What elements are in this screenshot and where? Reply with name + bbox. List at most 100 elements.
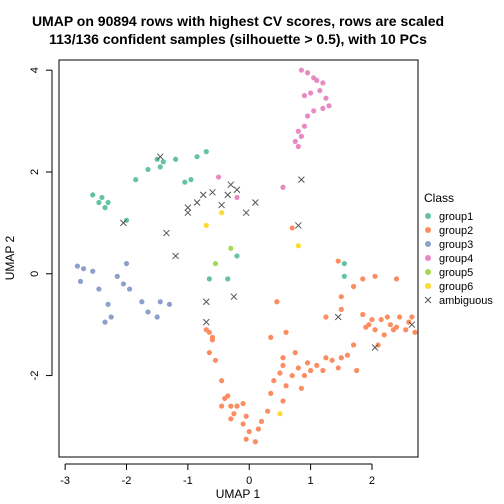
- point-group3: [90, 268, 96, 274]
- point-group2: [320, 367, 326, 374]
- x-tick-label: -1: [183, 475, 193, 487]
- point-group3: [74, 263, 81, 269]
- legend-item-ambiguous: ambiguous: [424, 295, 493, 307]
- point-group2: [243, 413, 249, 419]
- point-group2: [209, 337, 216, 343]
- point-ambiguous: [202, 318, 210, 326]
- x-tick-label: 0: [246, 475, 252, 487]
- point-group4: [301, 123, 308, 129]
- point-group1: [206, 276, 212, 282]
- point-group4: [311, 108, 317, 114]
- legend-marker: [425, 227, 431, 233]
- y-tick-label: -2: [29, 371, 41, 381]
- point-group2: [308, 367, 314, 374]
- point-group3: [154, 314, 160, 320]
- point-group2: [366, 322, 372, 328]
- point-group2: [372, 327, 378, 333]
- point-group4: [308, 90, 314, 96]
- point-group4: [215, 174, 222, 180]
- legend-marker: [425, 213, 431, 219]
- point-group2: [393, 276, 400, 282]
- point-ambiguous: [184, 204, 192, 211]
- point-group1: [102, 205, 108, 211]
- point-group2: [344, 352, 351, 358]
- point-ambiguous: [371, 344, 379, 351]
- point-group2: [280, 398, 286, 404]
- x-tick-label: 2: [369, 475, 375, 487]
- point-ambiguous: [156, 153, 164, 161]
- point-group2: [265, 408, 271, 414]
- point-ambiguous: [227, 181, 235, 189]
- point-group2: [396, 314, 403, 320]
- point-group4: [326, 103, 332, 109]
- legend-marker: [425, 269, 431, 275]
- point-ambiguous: [202, 298, 210, 306]
- point-ambiguous: [163, 229, 170, 237]
- point-ambiguous: [184, 209, 192, 217]
- point-group6: [219, 210, 225, 216]
- point-group6: [277, 411, 283, 417]
- point-group4: [320, 80, 326, 86]
- legend-label: group2: [439, 225, 473, 237]
- x-axis-label: UMAP 1: [216, 487, 261, 501]
- point-group2: [234, 403, 240, 409]
- point-group2: [268, 334, 274, 340]
- point-ambiguous: [218, 201, 225, 209]
- chart-title-line2: 113/136 confident samples (silhouette > …: [49, 31, 427, 47]
- point-group1: [145, 166, 151, 173]
- point-group2: [231, 411, 237, 417]
- legend-label: group1: [439, 211, 473, 223]
- plot-area-frame: [58, 59, 419, 458]
- x-tick-label: -2: [122, 475, 132, 487]
- legend: Class group1 group2 group3 group4 group5 grou…: [424, 191, 493, 307]
- point-group2: [228, 416, 234, 422]
- point-group2: [206, 350, 212, 356]
- point-group3: [96, 286, 102, 292]
- point-group4: [317, 87, 323, 94]
- point-group2: [219, 403, 225, 409]
- legend-item-group1: group1: [425, 211, 473, 223]
- point-group2: [283, 383, 289, 389]
- point-group4: [301, 93, 308, 99]
- point-group3: [139, 299, 145, 305]
- legend-item-group5: group5: [425, 267, 473, 279]
- point-ambiguous: [233, 186, 241, 194]
- x-tick-label: -3: [60, 475, 70, 487]
- point-group4: [280, 184, 286, 190]
- point-group2: [335, 365, 341, 371]
- point-group1: [188, 177, 194, 183]
- point-ambiguous: [209, 188, 216, 196]
- point-group2: [412, 329, 418, 335]
- point-group2: [350, 342, 357, 348]
- point-group2: [409, 314, 415, 320]
- point-group2: [292, 350, 298, 356]
- point-group1: [157, 164, 163, 170]
- point-group2: [350, 283, 357, 290]
- point-ambiguous: [120, 219, 127, 227]
- y-tick-label: 0: [29, 271, 41, 277]
- point-group5: [228, 245, 234, 251]
- point-group4: [298, 67, 305, 73]
- y-axis: -2 0 2 4: [29, 67, 53, 381]
- point-group2: [338, 355, 344, 361]
- point-group2: [277, 370, 283, 376]
- point-group3: [123, 260, 130, 267]
- point-group1: [96, 199, 102, 206]
- point-group2: [354, 367, 360, 374]
- point-group2: [304, 360, 311, 366]
- point-group2: [381, 332, 387, 338]
- point-ambiguous: [172, 252, 179, 260]
- legend-title: Class: [424, 191, 454, 205]
- point-group2: [258, 418, 265, 424]
- legend-item-group6: group6: [425, 281, 473, 293]
- x-axis: -3 -2 -1 0 1 2: [60, 463, 375, 487]
- data-points: [74, 67, 418, 445]
- point-group4: [304, 70, 311, 76]
- y-tick-label: 4: [29, 67, 41, 73]
- point-group2: [240, 421, 246, 427]
- legend-label: ambiguous: [439, 295, 493, 307]
- legend-marker: [425, 283, 431, 289]
- point-group2: [255, 426, 262, 432]
- point-group1: [194, 154, 200, 160]
